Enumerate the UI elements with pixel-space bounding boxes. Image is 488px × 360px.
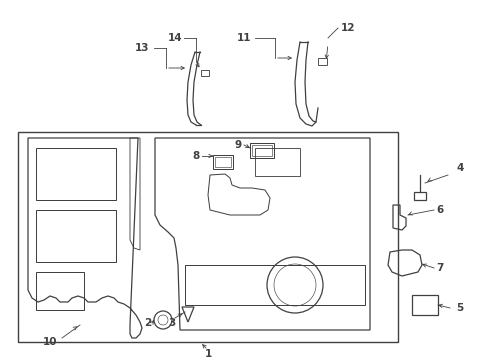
Text: 6: 6 <box>435 205 443 215</box>
Bar <box>317 58 326 65</box>
Text: 8: 8 <box>192 151 199 161</box>
Text: 14: 14 <box>167 33 182 43</box>
Text: 3: 3 <box>168 318 175 328</box>
Text: 12: 12 <box>340 23 354 33</box>
Text: 4: 4 <box>455 163 463 173</box>
Text: 9: 9 <box>234 140 241 150</box>
Bar <box>36 210 116 262</box>
Bar <box>254 148 299 176</box>
Text: 7: 7 <box>435 263 443 273</box>
Text: 13: 13 <box>135 43 149 53</box>
Text: 2: 2 <box>144 318 151 328</box>
Bar <box>413 192 425 200</box>
Bar <box>215 157 230 167</box>
Bar <box>251 145 271 156</box>
Text: 10: 10 <box>42 337 57 347</box>
Bar <box>249 143 273 158</box>
Bar <box>36 148 116 200</box>
Bar <box>36 272 84 310</box>
Bar <box>213 155 232 169</box>
Text: 11: 11 <box>236 33 251 43</box>
Text: 5: 5 <box>455 303 463 313</box>
Bar <box>201 70 208 76</box>
Bar <box>411 295 437 315</box>
Bar <box>18 132 397 342</box>
Text: 1: 1 <box>204 349 211 359</box>
